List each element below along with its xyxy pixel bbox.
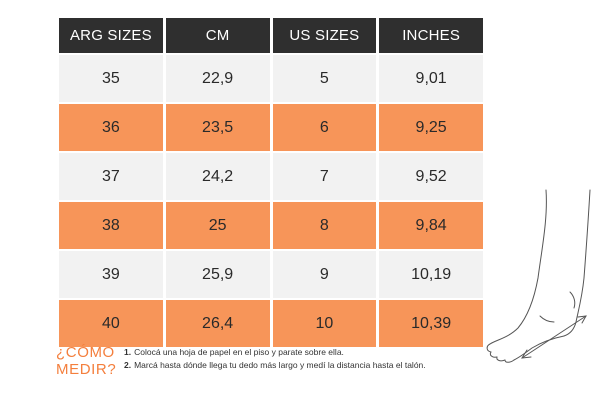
header-cm: CM bbox=[165, 18, 270, 53]
cell-arg-size: 36 bbox=[59, 104, 163, 151]
cell-cm: 25,9 bbox=[165, 251, 270, 298]
cell-us-size: 5 bbox=[272, 55, 377, 102]
header-inches: INCHES bbox=[379, 18, 483, 53]
table-row: 39 25,9 9 10,19 bbox=[59, 251, 483, 298]
how-to-measure-title-line1: ¿CÓMO bbox=[56, 344, 115, 361]
cell-us-size: 7 bbox=[272, 153, 377, 200]
measure-step: 2. Marcá hasta dónde llega tu dedo más la… bbox=[124, 359, 426, 372]
how-to-measure-title: ¿CÓMO MEDIR? bbox=[56, 344, 116, 378]
foot-measure-icon bbox=[486, 189, 591, 363]
cell-cm: 22,9 bbox=[165, 55, 270, 102]
measure-step: 1. Colocá una hoja de papel en el piso y … bbox=[124, 346, 426, 359]
cell-cm: 26,4 bbox=[165, 300, 270, 347]
cell-arg-size: 39 bbox=[59, 251, 163, 298]
step-number: 2. bbox=[124, 360, 132, 370]
cell-inches: 9,52 bbox=[379, 153, 483, 200]
cell-cm: 23,5 bbox=[165, 104, 270, 151]
table-row: 35 22,9 5 9,01 bbox=[59, 55, 483, 102]
header-us-sizes: US SIZES bbox=[272, 18, 377, 53]
cell-us-size: 9 bbox=[272, 251, 377, 298]
header-arg-sizes: ARG SIZES bbox=[59, 18, 163, 53]
cell-us-size: 6 bbox=[272, 104, 377, 151]
cell-cm: 24,2 bbox=[165, 153, 270, 200]
cell-us-size: 10 bbox=[272, 300, 377, 347]
size-chart-table: ARG SIZES CM US SIZES INCHES 35 22,9 5 9… bbox=[56, 16, 486, 349]
step-text: Colocá una hoja de papel en el piso y pa… bbox=[134, 347, 344, 357]
cell-cm: 25 bbox=[165, 202, 270, 249]
cell-arg-size: 35 bbox=[59, 55, 163, 102]
table-header-row: ARG SIZES CM US SIZES INCHES bbox=[59, 18, 483, 53]
cell-us-size: 8 bbox=[272, 202, 377, 249]
cell-inches: 9,01 bbox=[379, 55, 483, 102]
table-row: 40 26,4 10 10,39 bbox=[59, 300, 483, 347]
cell-arg-size: 38 bbox=[59, 202, 163, 249]
cell-inches: 9,25 bbox=[379, 104, 483, 151]
cell-arg-size: 40 bbox=[59, 300, 163, 347]
table-row: 37 24,2 7 9,52 bbox=[59, 153, 483, 200]
measure-steps-list: 1. Colocá una hoja de papel en el piso y … bbox=[124, 346, 426, 372]
cell-inches: 10,39 bbox=[379, 300, 483, 347]
table-row: 38 25 8 9,84 bbox=[59, 202, 483, 249]
cell-inches: 9,84 bbox=[379, 202, 483, 249]
cell-inches: 10,19 bbox=[379, 251, 483, 298]
how-to-measure-title-line2: MEDIR? bbox=[56, 361, 117, 378]
table-row: 36 23,5 6 9,25 bbox=[59, 104, 483, 151]
step-number: 1. bbox=[124, 347, 132, 357]
cell-arg-size: 37 bbox=[59, 153, 163, 200]
step-text: Marcá hasta dónde llega tu dedo más larg… bbox=[134, 360, 426, 370]
